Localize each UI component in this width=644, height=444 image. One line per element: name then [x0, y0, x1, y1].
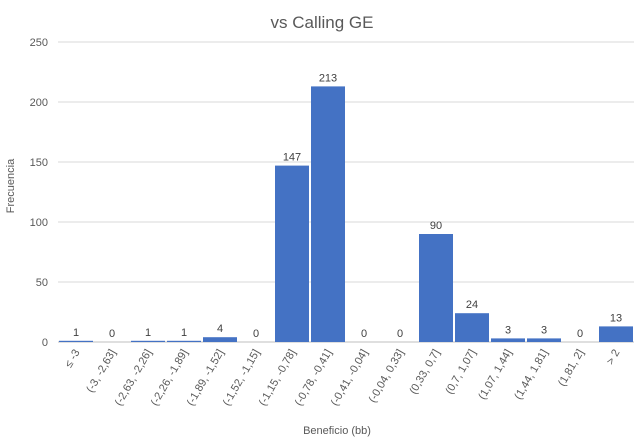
bar-data-label: 0	[109, 328, 115, 340]
x-tick-label: (-0,41, -0,04]	[329, 348, 371, 409]
y-tick-label: 0	[42, 337, 48, 349]
x-tick-label: > 2	[604, 348, 622, 368]
y-tick-label: 100	[30, 217, 48, 229]
histogram-bar	[203, 337, 237, 342]
bar-data-label: 0	[253, 328, 259, 340]
y-axis-title: Frecuencia	[5, 158, 17, 213]
x-tick-label: (-3, -2,63]	[84, 348, 118, 395]
bars	[59, 86, 633, 343]
bar-data-label: 0	[361, 328, 367, 340]
y-tick-label: 200	[30, 97, 48, 109]
histogram-bar	[59, 340, 93, 342]
x-tick-label: (0,33, 0,7]	[407, 348, 442, 397]
bar-data-label: 1	[181, 327, 187, 339]
x-axis-ticks: ≤ -3 (-3, -2,63](-2,63, -2,26](-2,26, -1,…	[63, 348, 623, 409]
histogram-bar	[275, 165, 309, 342]
bar-data-label: 147	[283, 152, 301, 164]
histogram-bar	[167, 340, 201, 342]
bar-data-label: 24	[466, 299, 478, 311]
x-tick-label: (-2,63, -2,26]	[113, 348, 155, 409]
bar-data-label: 4	[217, 323, 223, 335]
bar-data-label: 213	[319, 72, 337, 84]
histogram-bar	[419, 234, 453, 342]
y-axis-ticks: 0 50 100 150 200 250	[30, 37, 48, 349]
y-tick-label: 250	[30, 37, 48, 49]
histogram-bar	[599, 326, 633, 342]
bar-data-label: 3	[505, 324, 511, 336]
bar-data-label: 13	[610, 312, 622, 324]
x-tick-label: (1,07, 1,44]	[476, 348, 514, 402]
bar-data-label: 90	[430, 220, 442, 232]
x-tick-label: (1,81, 2]	[556, 348, 587, 389]
histogram-bar	[491, 338, 525, 342]
x-tick-label: (-2,26, -1,89]	[149, 348, 191, 409]
bar-data-label: 3	[541, 324, 547, 336]
chart-title: vs Calling GE	[271, 13, 374, 32]
x-axis-title: Beneficio (bb)	[303, 425, 371, 437]
x-tick-label: (-1,15, -0,78]	[257, 348, 299, 409]
bar-data-label: 0	[577, 328, 583, 340]
histogram-bar	[527, 338, 561, 342]
data-labels: 1 0 1 1 4 0 147 213 0 0 90 24 3 3 0 13	[73, 72, 622, 340]
x-tick-label: ≤ -3	[63, 348, 83, 370]
y-tick-label: 150	[30, 157, 48, 169]
bar-data-label: 0	[397, 328, 403, 340]
x-tick-label: (-0,78, -0,41]	[293, 348, 335, 409]
histogram-bar	[311, 86, 345, 343]
x-tick-label: (1,44, 1,81]	[512, 348, 550, 402]
histogram-bar	[131, 340, 165, 342]
y-tick-label: 50	[36, 277, 48, 289]
gridlines	[58, 41, 634, 343]
x-tick-label: (-0,04, 0,33]	[367, 348, 407, 405]
histogram-bar	[455, 313, 489, 342]
bar-data-label: 1	[145, 327, 151, 339]
x-tick-label: (0,7, 1,07]	[443, 348, 478, 397]
x-tick-label: (-1,89, -1,52]	[185, 348, 227, 409]
x-tick-label: (-1,52, -1,15]	[221, 348, 263, 409]
bar-data-label: 1	[73, 327, 79, 339]
